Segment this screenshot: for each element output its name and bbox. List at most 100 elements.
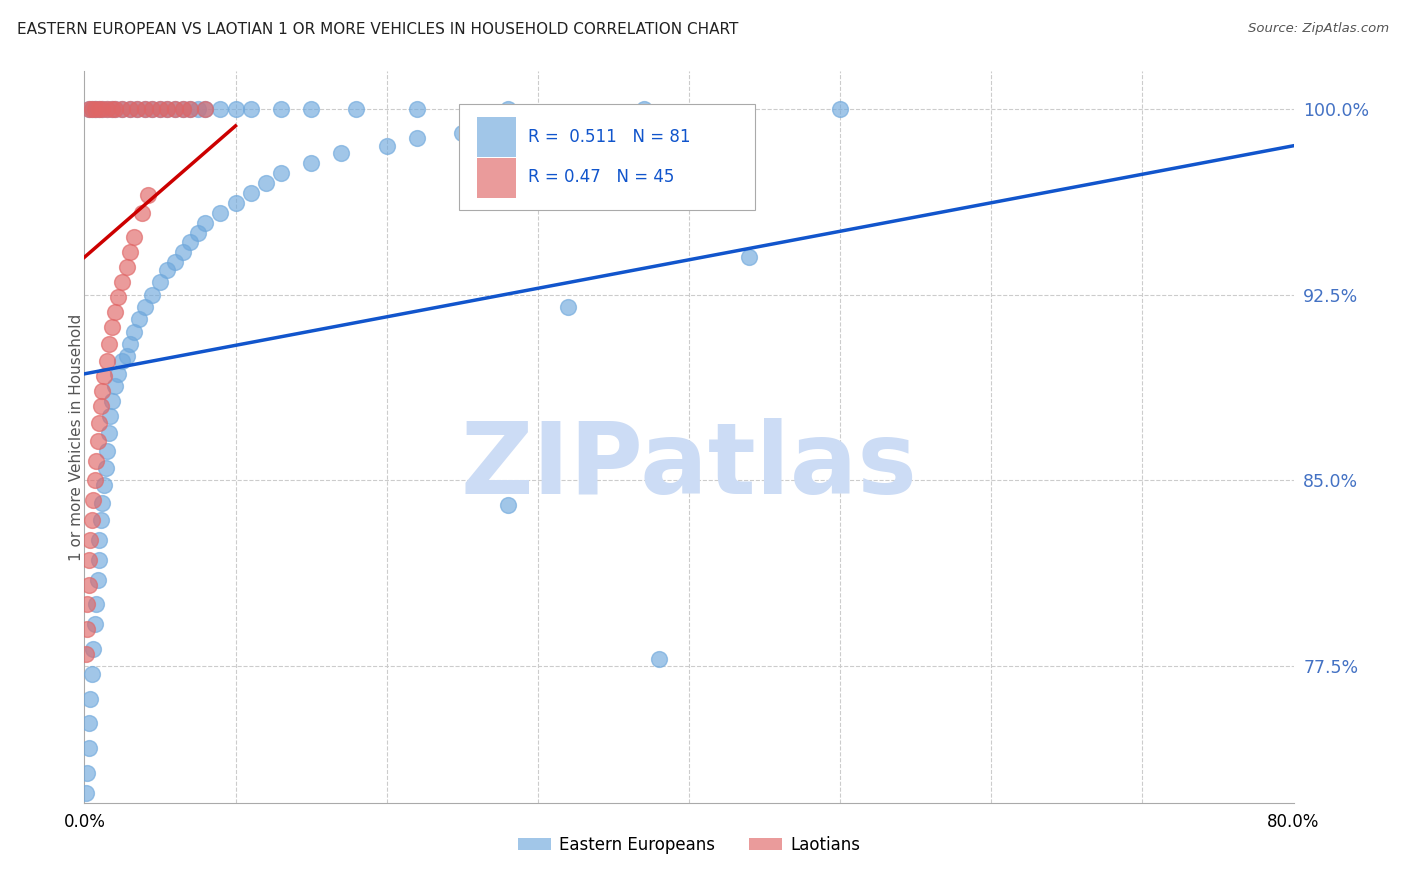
Point <box>141 287 163 301</box>
Point <box>77 741 100 756</box>
Point <box>96 102 118 116</box>
Point <box>80 666 103 681</box>
Point <box>270 166 292 180</box>
Point <box>165 102 187 116</box>
Point <box>141 102 163 116</box>
Point <box>115 260 138 275</box>
Point <box>187 226 209 240</box>
Point <box>648 652 671 666</box>
Point <box>239 186 262 200</box>
Point <box>111 275 134 289</box>
Point <box>346 102 368 116</box>
Point <box>80 102 103 116</box>
Point <box>89 417 111 431</box>
Point <box>89 102 111 116</box>
Point <box>122 325 145 339</box>
Point <box>118 337 141 351</box>
Point <box>104 102 127 116</box>
Point <box>100 102 122 116</box>
Point <box>194 102 217 116</box>
Point <box>90 513 112 527</box>
Point <box>97 337 120 351</box>
Point <box>80 513 103 527</box>
Point <box>77 553 100 567</box>
Point <box>79 691 101 706</box>
Point <box>104 305 127 319</box>
Point <box>406 131 429 145</box>
Point <box>156 262 179 277</box>
Point <box>172 102 194 116</box>
Point <box>127 102 149 116</box>
Point <box>77 102 100 116</box>
Point <box>96 102 118 116</box>
Point <box>93 478 115 492</box>
Point <box>239 102 262 116</box>
Point <box>104 102 127 116</box>
Point <box>141 102 163 116</box>
Text: R = 0.47   N = 45: R = 0.47 N = 45 <box>529 169 675 186</box>
Point <box>299 102 322 116</box>
Point <box>100 319 122 334</box>
Point <box>87 573 110 587</box>
Point <box>84 102 107 116</box>
Point <box>76 622 98 636</box>
Point <box>165 255 187 269</box>
Point <box>84 474 107 488</box>
Point <box>225 195 247 210</box>
Point <box>179 235 201 250</box>
Point <box>496 498 519 512</box>
Point <box>79 533 101 547</box>
Point <box>89 102 111 116</box>
Point <box>77 716 100 731</box>
Bar <box>478 158 516 198</box>
Point <box>104 379 127 393</box>
Point <box>209 102 232 116</box>
Point <box>134 300 156 314</box>
Point <box>254 176 277 190</box>
Point <box>91 102 114 116</box>
Point <box>91 496 114 510</box>
Point <box>107 290 129 304</box>
Point <box>172 102 194 116</box>
Point <box>128 312 150 326</box>
Point <box>118 102 141 116</box>
Point <box>76 766 98 780</box>
Point <box>93 369 115 384</box>
Point <box>149 102 172 116</box>
Text: ZIPatlas: ZIPatlas <box>461 417 917 515</box>
Point <box>91 102 114 116</box>
Point <box>122 230 145 244</box>
Point <box>111 354 134 368</box>
Point <box>96 354 118 368</box>
Point <box>136 188 159 202</box>
Point <box>82 493 104 508</box>
Point <box>115 350 138 364</box>
Point <box>187 102 209 116</box>
Point <box>738 250 761 264</box>
Point <box>77 102 100 116</box>
Point <box>225 102 247 116</box>
Point <box>496 102 519 116</box>
Point <box>89 533 111 547</box>
Point <box>131 205 153 219</box>
Point <box>451 126 474 140</box>
Point <box>165 102 187 116</box>
Point <box>194 102 217 116</box>
Point <box>134 102 156 116</box>
Point <box>172 245 194 260</box>
Point <box>149 102 172 116</box>
Point <box>75 786 97 800</box>
FancyBboxPatch shape <box>460 104 755 211</box>
Point <box>194 216 217 230</box>
Point <box>179 102 201 116</box>
Point <box>330 146 353 161</box>
Point <box>270 102 292 116</box>
Point <box>156 102 179 116</box>
Text: EASTERN EUROPEAN VS LAOTIAN 1 OR MORE VEHICLES IN HOUSEHOLD CORRELATION CHART: EASTERN EUROPEAN VS LAOTIAN 1 OR MORE VE… <box>17 22 738 37</box>
Point <box>80 102 103 116</box>
Point <box>91 384 114 399</box>
Point <box>100 102 122 116</box>
Point <box>149 275 172 289</box>
Point <box>86 102 108 116</box>
Point <box>830 102 852 116</box>
